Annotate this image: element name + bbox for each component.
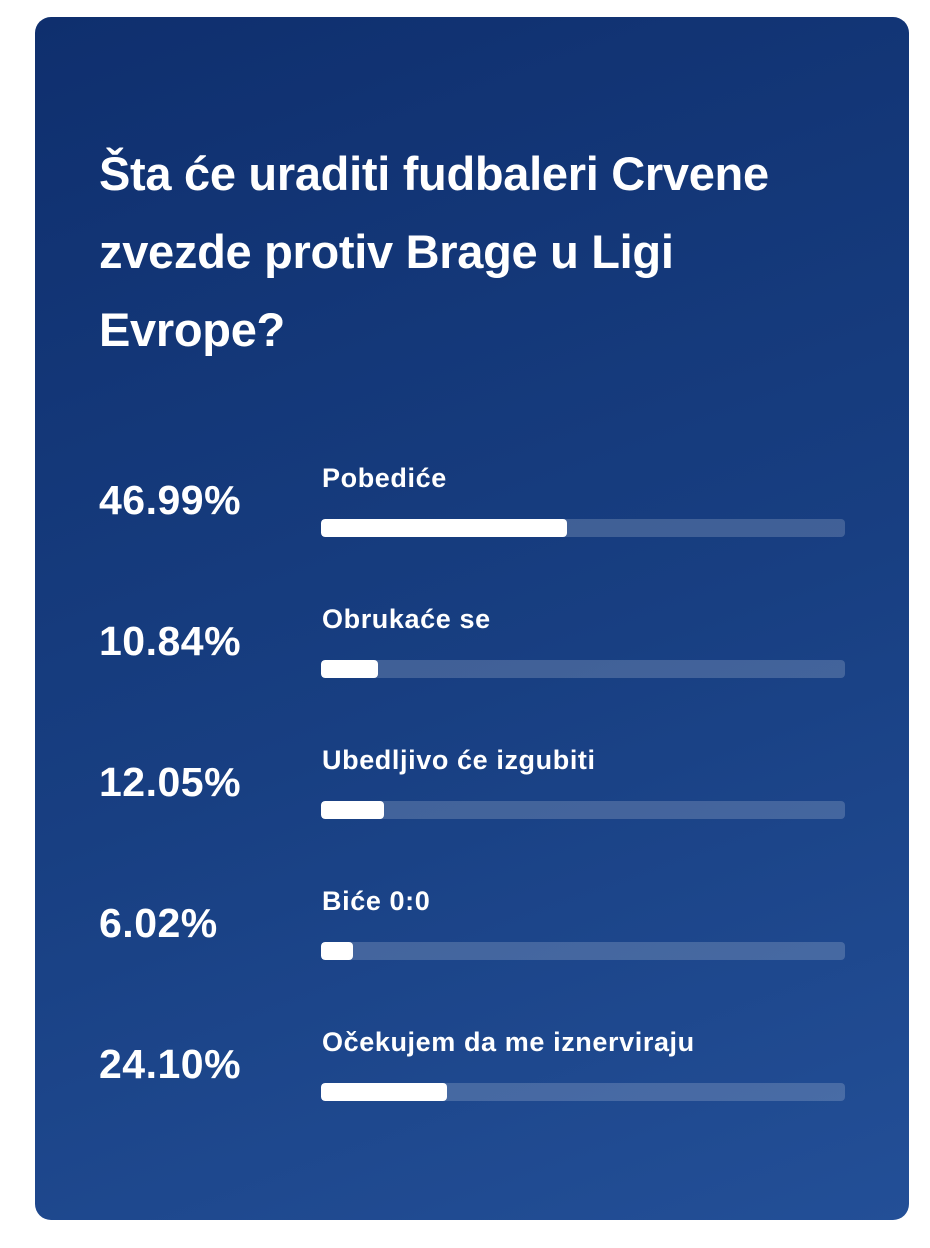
poll-question: Šta će uraditi fudbaleri Crvene zvezde p…	[99, 147, 769, 356]
option-bar-fill	[321, 1083, 448, 1101]
poll-option[interactable]: 12.05% Ubedljivo će izgubiti	[99, 739, 845, 880]
poll-option[interactable]: 46.99% Pobediće	[99, 457, 845, 598]
poll-option[interactable]: 10.84% Obrukaće se	[99, 598, 845, 739]
option-percent: 46.99%	[99, 477, 242, 523]
option-percent: 10.84%	[99, 618, 242, 664]
option-bar-track	[321, 519, 845, 537]
option-bar-fill	[321, 801, 385, 819]
poll-options: 46.99% Pobediće 10.84% Obrukaće se 12.05…	[99, 457, 845, 1162]
option-label: Pobediće	[322, 463, 447, 493]
option-bar-track	[321, 942, 845, 960]
option-bar-fill	[321, 942, 353, 960]
option-bar-track	[321, 801, 845, 819]
option-bar-fill	[321, 660, 378, 678]
option-bar-fill	[321, 519, 568, 537]
option-label: Biće 0:0	[322, 886, 431, 916]
option-percent: 6.02%	[99, 900, 218, 946]
option-label: Očekujem da me iznerviraju	[322, 1027, 695, 1057]
option-label: Obrukaće se	[322, 604, 491, 634]
option-bar-track	[321, 1083, 845, 1101]
option-percent: 12.05%	[99, 759, 242, 805]
option-percent: 24.10%	[99, 1041, 242, 1087]
option-bar-track	[321, 660, 845, 678]
option-label: Ubedljivo će izgubiti	[322, 745, 596, 775]
poll-option[interactable]: 24.10% Očekujem da me iznerviraju	[99, 1021, 845, 1162]
poll-card: Šta će uraditi fudbaleri Crvene zvezde p…	[35, 17, 909, 1220]
poll-option[interactable]: 6.02% Biće 0:0	[99, 880, 845, 1021]
